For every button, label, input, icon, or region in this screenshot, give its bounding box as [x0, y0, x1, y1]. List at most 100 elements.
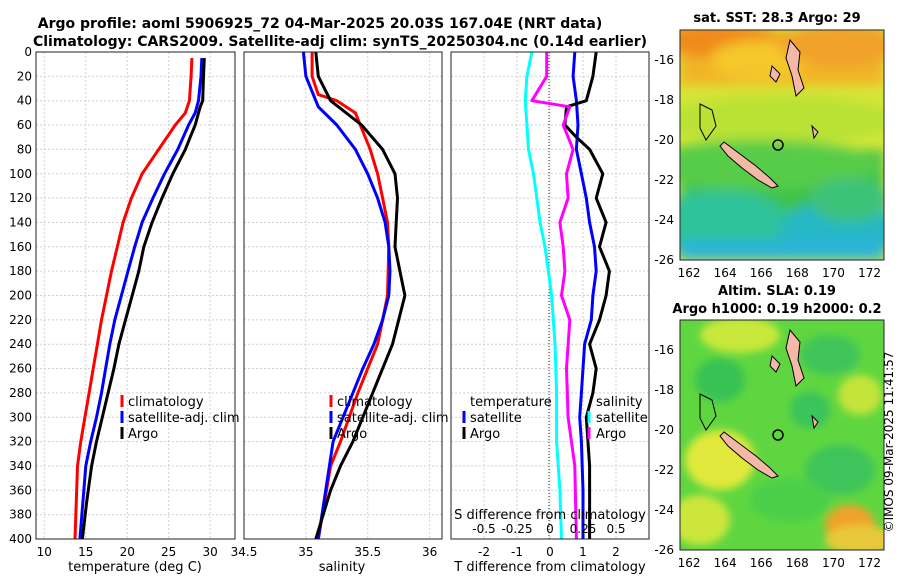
- series-line-satellite-adj-clim: [78, 58, 204, 540]
- x-tick-label: 1: [579, 545, 587, 559]
- x-tick-label: -2: [478, 545, 490, 559]
- s-tick-label: -0.25: [501, 522, 532, 536]
- salinity-grid: [243, 51, 442, 540]
- sla-map-title-line1: Altim. SLA: 0.19: [718, 284, 836, 299]
- y-tick-label: 380: [9, 508, 32, 522]
- temperature-legend: climatology satellite-adj. clim Argo: [120, 395, 240, 442]
- series-line-salinity-satellite: [523, 51, 563, 540]
- map-lon-tick: 162: [678, 556, 701, 570]
- salinity-series: [301, 51, 407, 540]
- sst-map-title: sat. SST: 28.3 Argo: 29: [693, 11, 860, 26]
- salinity-xlabel: salinity: [319, 560, 366, 575]
- temperature-panel: 0 20 40 60 80 100 120 140 160 180 200 220 240 260 280 3…: [9, 45, 240, 575]
- y-tick-label: 280: [9, 386, 32, 400]
- temperature-xlabel: temperature (deg C): [68, 560, 202, 575]
- difference-series: [523, 51, 611, 540]
- y-tick-label: 320: [9, 435, 32, 449]
- difference-ticks: -2 -1 0 1 2: [478, 545, 620, 559]
- sla-coastlines: [699, 328, 819, 479]
- y-tick-label: 360: [9, 483, 32, 497]
- salinity-axes-frame: [243, 51, 443, 540]
- island: [811, 414, 819, 430]
- map-lat-tick: -26: [654, 543, 674, 557]
- legend-label-climatology: climatology: [337, 395, 413, 410]
- t-difference-xlabel: T difference from climatology: [453, 560, 646, 575]
- map-lat-tick: -22: [654, 173, 674, 187]
- x-tick-label: 15: [78, 545, 93, 559]
- map-lon-tick: 168: [786, 266, 809, 280]
- legend-label-argo: Argo: [128, 427, 158, 442]
- legend-label-s-satellite: satellite: [596, 411, 648, 426]
- vanuatu-islands: [785, 328, 805, 388]
- series-line-salinity-argo: [530, 52, 578, 540]
- island: [769, 64, 781, 83]
- y-tick-label: 20: [17, 69, 32, 83]
- series-line-argo: [314, 51, 407, 540]
- y-tick-label: 340: [9, 459, 32, 473]
- sla-map-ticks: 162 164 166 168 170 172 -16 -18 -20 -22 -24 -26: [654, 343, 881, 570]
- map-lon-tick: 162: [678, 266, 701, 280]
- x-tick-label: 10: [37, 545, 52, 559]
- x-tick-label: 34.5: [231, 545, 258, 559]
- map-lat-tick: -16: [654, 343, 674, 357]
- x-tick-label: 25: [161, 545, 176, 559]
- y-tick-label: 260: [9, 362, 32, 376]
- temperature-ticks: 0 20 40 60 80 100 120 140 160 180 200 220 240 260 280 3…: [9, 45, 218, 559]
- map-lon-tick: 164: [714, 266, 737, 280]
- sla-map-panel: Altim. SLA: 0.19 Argo h1000: 0.19 h2000:…: [654, 284, 885, 570]
- sla-map-frame: [679, 319, 885, 551]
- figure-title-line2: Climatology: CARS2009. Satellite-adj cli…: [33, 34, 647, 50]
- sst-map-ticks: 162 164 166 168 170 172 -16 -18 -20 -22 -24 -26: [654, 53, 881, 280]
- y-tick-label: 180: [9, 264, 32, 278]
- map-lat-tick: -24: [654, 213, 674, 227]
- s-difference-ticks: -0.5 -0.25 0 0.25 0.5: [472, 522, 625, 536]
- difference-grid: [451, 51, 649, 540]
- legend-title-salinity: salinity: [596, 395, 643, 410]
- y-tick-label: 200: [9, 289, 32, 303]
- difference-axes-frame: [450, 51, 650, 540]
- s-difference-label: S difference from climatology: [454, 508, 646, 523]
- reef-outline: [699, 393, 717, 431]
- series-line-temperature-argo: [563, 51, 611, 539]
- legend-title-temperature: temperature: [470, 395, 552, 410]
- map-lon-tick: 170: [822, 556, 845, 570]
- series-line-climatology: [73, 58, 194, 540]
- reef-outline: [699, 103, 717, 141]
- sst-field: [680, 30, 884, 260]
- legend-label-argo: Argo: [337, 427, 367, 442]
- map-lon-tick: 172: [858, 266, 881, 280]
- map-lat-tick: -16: [654, 53, 674, 67]
- sla-field: [680, 320, 884, 550]
- new-caledonia: [719, 431, 779, 479]
- temperature-grid: [36, 51, 235, 540]
- vanuatu-islands: [785, 38, 805, 98]
- s-tick-label: 0.25: [570, 522, 597, 536]
- sla-map-title-line2: Argo h1000: 0.19 h2000: 0.2: [672, 302, 881, 317]
- salinity-ticks: 34.5 35 35.5 36: [231, 545, 438, 559]
- y-tick-label: 40: [17, 94, 32, 108]
- x-tick-label: -1: [511, 545, 523, 559]
- argo-location-marker: [772, 429, 784, 441]
- salinity-panel: 34.5 35 35.5 36 salinity climatology satell…: [231, 51, 449, 575]
- island: [769, 354, 781, 373]
- x-tick-label: 20: [120, 545, 135, 559]
- imos-credit: ©IMOS 09-Mar-2025 11:41:57: [882, 352, 896, 533]
- salinity-legend: climatology satellite-adj. clim Argo: [329, 395, 449, 442]
- new-caledonia: [719, 141, 779, 189]
- s-tick-label: 0.5: [606, 522, 625, 536]
- x-tick-label: 30: [202, 545, 217, 559]
- island: [811, 124, 819, 140]
- map-lon-tick: 164: [714, 556, 737, 570]
- map-lat-tick: -18: [654, 383, 674, 397]
- figure-title-line1: Argo profile: aoml 5906925_72 04-Mar-202…: [38, 16, 602, 32]
- legend-label-climatology: climatology: [128, 395, 204, 410]
- s-tick-label: -0.5: [472, 522, 495, 536]
- series-line-argo: [80, 58, 206, 540]
- y-tick-label: 220: [9, 313, 32, 327]
- y-tick-label: 60: [17, 118, 32, 132]
- legend-label-s-argo: Argo: [596, 427, 626, 442]
- map-lon-tick: 170: [822, 266, 845, 280]
- map-lon-tick: 166: [750, 266, 773, 280]
- y-tick-label: 80: [17, 142, 32, 156]
